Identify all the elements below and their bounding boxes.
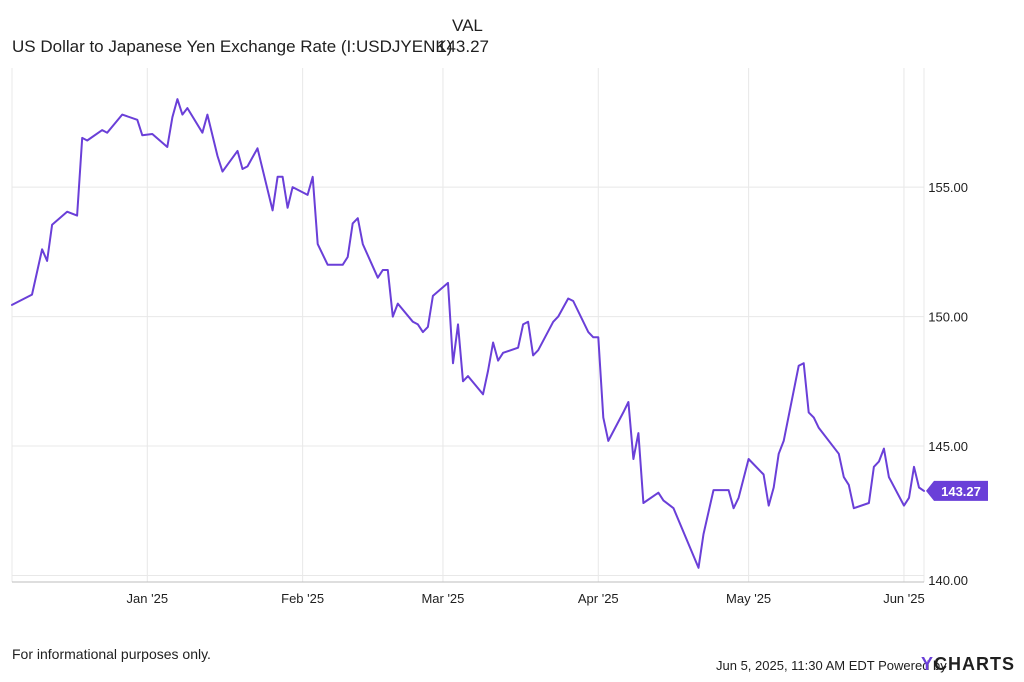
end-value-flag: [926, 480, 988, 501]
legend-series-name[interactable]: US Dollar to Japanese Yen Exchange Rate …: [12, 37, 453, 56]
disclaimer: For informational purposes only.: [12, 646, 211, 662]
x-tick-label: Jan '25: [127, 591, 169, 606]
series-line[interactable]: [11, 98, 925, 569]
x-tick-label: Jun '25: [883, 591, 925, 606]
legend-series-value: 143.27: [437, 37, 489, 56]
legend-column-header: VAL: [452, 16, 483, 35]
x-tick-label: Mar '25: [421, 591, 464, 606]
x-tick-label: Feb '25: [281, 591, 324, 606]
ycharts-logo-y: Y: [921, 654, 935, 674]
line-chart[interactable]: 140.00 145.00 150.00 155.00 Jan '25 Feb '25 Ma…: [0, 0, 1024, 640]
y-tick-label: 145.00: [928, 439, 968, 454]
x-tick-label: May '25: [726, 591, 771, 606]
end-value-label: 143.27: [941, 484, 981, 499]
y-tick-label: 140.00: [928, 573, 968, 588]
legend-row[interactable]: US Dollar to Japanese Yen Exchange Rate …: [12, 37, 532, 61]
y-tick-label: 150.00: [928, 310, 968, 325]
y-tick-label: 155.00: [928, 180, 968, 195]
x-tick-label: Apr '25: [578, 591, 619, 606]
ycharts-logo-text: CHARTS: [934, 654, 1016, 674]
ycharts-logo[interactable]: YCHARTS: [921, 654, 1015, 675]
timestamp: Jun 5, 2025, 11:30 AM EDT Powered by: [716, 658, 947, 673]
